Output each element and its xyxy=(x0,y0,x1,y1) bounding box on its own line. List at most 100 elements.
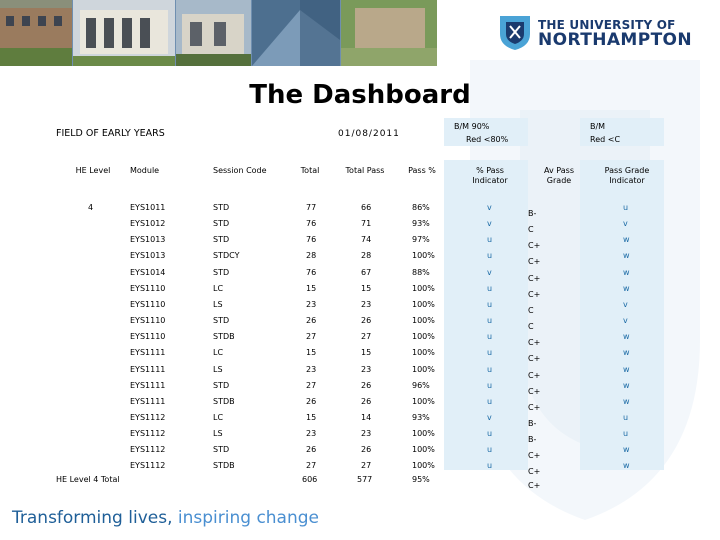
cell-total-pass: 23 xyxy=(361,364,372,374)
col-header-pass-indicator: % Pass Indicator xyxy=(472,166,508,185)
cell-grade-indicator: w xyxy=(623,380,630,390)
cell-pass-indicator: u xyxy=(487,283,493,293)
cell-total: 26 xyxy=(306,445,317,455)
cell-pass-indicator: u xyxy=(487,235,493,245)
cell-total-pass: 23 xyxy=(361,429,372,439)
cell-module: EYS1014 xyxy=(130,267,166,277)
cell-pass-pct: 100% xyxy=(412,251,435,261)
cell-session-code: LS xyxy=(213,364,223,374)
cell-av-pass-grade: C+ xyxy=(528,338,541,348)
header-band: THE UNIVERSITY OF NORTHAMPTON xyxy=(0,0,720,66)
cell-pass-pct: 88% xyxy=(412,267,430,277)
cell-session-code: LS xyxy=(213,429,223,439)
cell-av-pass-grade: C+ xyxy=(528,451,541,461)
cell-session-code: STD xyxy=(213,235,230,245)
cell-module: EYS1111 xyxy=(130,348,166,358)
cell-av-pass-grade: C+ xyxy=(528,289,541,299)
cell-pass-indicator: u xyxy=(487,429,493,439)
table-row: EYS1111 STDB 26 26 100% u C+ w xyxy=(0,397,720,413)
cell-total: 76 xyxy=(306,267,317,277)
cell-av-pass-grade: C+ xyxy=(528,354,541,364)
cell-module: EYS1012 xyxy=(130,219,166,229)
total-row-pass: 577 xyxy=(357,475,373,484)
cell-pass-pct: 96% xyxy=(412,380,430,390)
table-row: EYS1110 STDB 27 27 100% u C+ w xyxy=(0,332,720,348)
cell-session-code: STDB xyxy=(213,461,235,471)
cell-session-code: LC xyxy=(213,348,224,358)
cell-total: 26 xyxy=(306,396,317,406)
cell-av-pass-grade: B- xyxy=(528,435,537,445)
cell-pass-indicator: v xyxy=(487,203,492,212)
col-header-av-pass-grade: Av Pass Grade xyxy=(544,166,574,185)
cell-total-pass: 15 xyxy=(361,348,372,358)
cell-session-code: STD xyxy=(213,316,230,326)
cell-total: 27 xyxy=(306,380,317,390)
cell-session-code: LS xyxy=(213,299,223,309)
benchmark-grade: B/M Red <C xyxy=(580,118,664,146)
report-date: 01/08/2011 xyxy=(338,129,400,139)
table-row: EYS1112 LC 15 14 93% v B-u xyxy=(0,413,720,429)
cell-grade-indicator: v xyxy=(623,299,628,309)
col-header-grade-indicator: Pass Grade Indicator xyxy=(604,166,650,185)
cell-module: EYS1111 xyxy=(130,380,166,390)
cell-total-pass: 66 xyxy=(361,203,372,212)
benchmark-pass-rate-line2: Red <80% xyxy=(466,135,509,144)
cell-pass-indicator: v xyxy=(487,267,492,277)
cell-pass-indicator: u xyxy=(487,364,493,374)
cell-grade-indicator: u xyxy=(623,203,629,212)
university-crest-icon xyxy=(500,16,530,50)
cell-session-code: STD xyxy=(213,219,230,229)
cell-av-pass-grade: C+ xyxy=(528,370,541,380)
col-header-module: Module xyxy=(130,166,160,175)
cell-pass-pct: 100% xyxy=(412,332,435,342)
cell-module: EYS1110 xyxy=(130,283,166,293)
cell-pass-pct: 100% xyxy=(412,461,435,471)
col-header-total-pass: Total Pass xyxy=(345,166,385,175)
cell-session-code: STD xyxy=(213,267,230,277)
table-row: EYS1013 STDCY 28 28 100% u C+ w xyxy=(0,251,720,267)
cell-av-pass-grade: C xyxy=(528,225,534,235)
cell-av-pass-grade: C+ xyxy=(528,386,541,396)
table-row: EYS1014 STD 76 67 88% v C+ w xyxy=(0,268,720,284)
cell-session-code: STD xyxy=(213,203,230,212)
cell-pass-pct: 100% xyxy=(412,445,435,455)
cell-pass-pct: 100% xyxy=(412,364,435,374)
cell-total-pass: 14 xyxy=(361,412,372,422)
col-header-session-code: Session Code xyxy=(213,166,267,175)
cell-module: EYS1110 xyxy=(130,299,166,309)
footer-tagline-part1: Transforming lives, xyxy=(12,508,178,528)
pass-indicator-column-shade xyxy=(444,160,528,470)
cell-pass-indicator: v xyxy=(487,412,492,422)
cell-total-pass: 26 xyxy=(361,380,372,390)
cell-grade-indicator: w xyxy=(623,364,630,374)
cell-total-pass: 26 xyxy=(361,445,372,455)
table-row: EYS1111 LS 23 23 100% u C+ w xyxy=(0,365,720,381)
cell-total-pass: 74 xyxy=(361,235,372,245)
cell-module: EYS1111 xyxy=(130,396,166,406)
table-row: EYS1112 STD 26 26 100% u C+ w xyxy=(0,445,720,461)
cell-total-pass: 15 xyxy=(361,283,372,293)
field-name: FIELD OF EARLY YEARS xyxy=(56,128,165,139)
benchmark-grade-line2: Red <C xyxy=(590,135,621,144)
cell-grade-indicator: w xyxy=(623,235,630,245)
cell-total: 27 xyxy=(306,332,317,342)
benchmark-pass-rate-line1: B/M 90% xyxy=(454,122,490,131)
cell-module: EYS1013 xyxy=(130,235,166,245)
logo-line2: NORTHAMPTON xyxy=(538,30,693,50)
benchmark-grade-line1: B/M xyxy=(590,122,606,131)
grade-indicator-column-shade xyxy=(580,160,664,470)
cell-grade-indicator: v xyxy=(623,219,628,229)
cell-grade-indicator: v xyxy=(623,316,628,326)
cell-total-pass: 26 xyxy=(361,316,372,326)
cell-pass-pct: 97% xyxy=(412,235,430,245)
table-row: EYS1013 STD 76 74 97% u C+ w xyxy=(0,235,720,251)
cell-grade-indicator: u xyxy=(623,412,629,422)
cell-total-pass: 27 xyxy=(361,332,372,342)
cell-pass-indicator: u xyxy=(487,380,493,390)
total-row-label: HE Level 4 Total xyxy=(56,475,120,484)
cell-pass-indicator: u xyxy=(487,316,493,326)
cell-total-pass: 28 xyxy=(361,251,372,261)
col-header-total: Total xyxy=(300,166,320,175)
